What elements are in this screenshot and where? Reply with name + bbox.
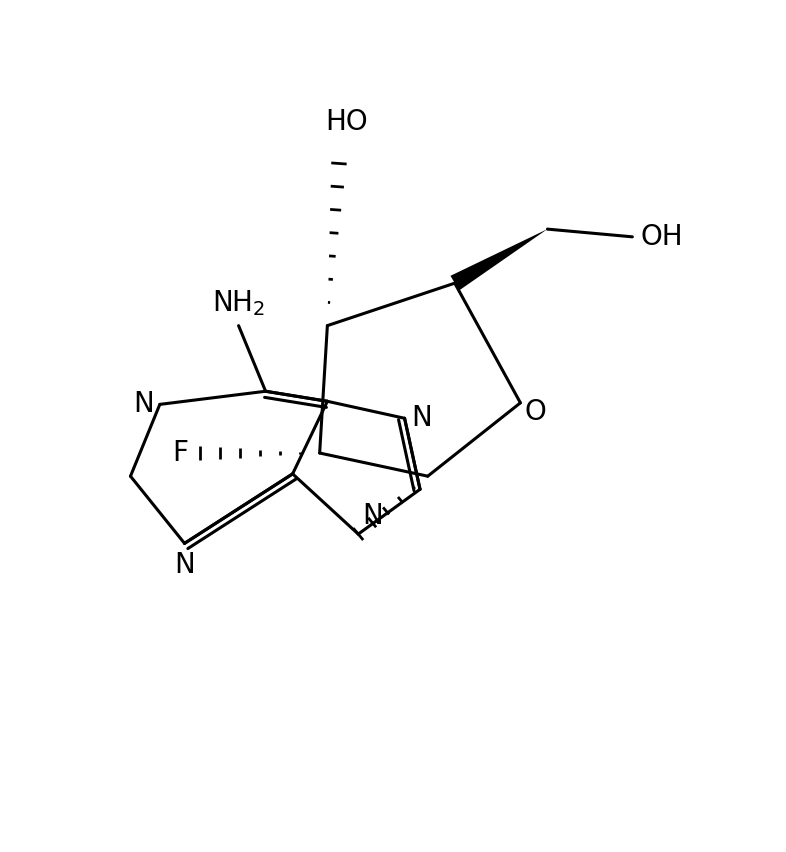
Text: OH: OH — [640, 223, 683, 250]
Text: F: F — [172, 439, 189, 467]
Text: N: N — [174, 551, 195, 579]
Text: N: N — [362, 502, 383, 530]
Text: O: O — [524, 398, 546, 426]
Text: NH$_2$: NH$_2$ — [212, 288, 265, 318]
Text: N: N — [411, 405, 432, 432]
Text: N: N — [133, 390, 153, 418]
Text: HO: HO — [325, 108, 368, 136]
Polygon shape — [450, 229, 547, 291]
